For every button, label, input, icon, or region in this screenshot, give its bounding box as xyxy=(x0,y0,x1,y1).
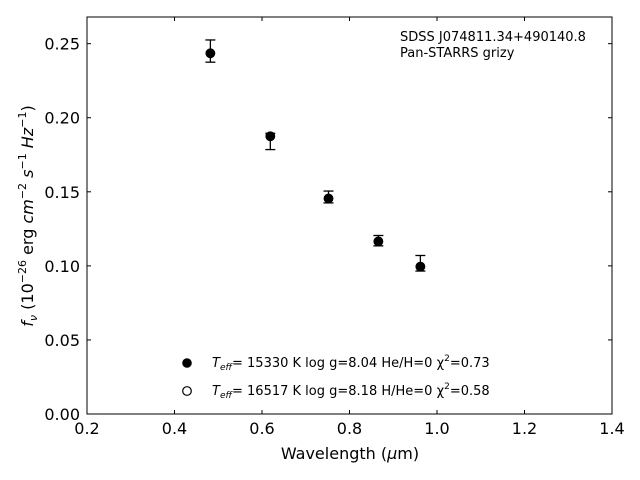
legend-label-1: Teff= 15330 K log g=8.04 He/H=0 χ2=0.73 xyxy=(212,354,490,373)
x-tick-label: 0.8 xyxy=(337,419,362,438)
legend-label-2: Teff= 16517 K log g=8.18 H/He=0 χ2=0.58 xyxy=(212,382,490,401)
y-tick-label: 0.10 xyxy=(44,257,80,276)
model-point-filled xyxy=(265,131,276,142)
y-tick-label: 0.20 xyxy=(44,109,80,128)
annotation-line-2: Pan-STARRS grizy xyxy=(400,46,515,61)
y-tick-label: 0.00 xyxy=(44,405,80,424)
y-tick-label: 0.15 xyxy=(44,183,80,202)
y-tick-label: 0.25 xyxy=(44,35,80,54)
x-tick-label: 0.4 xyxy=(162,419,187,438)
x-tick-label: 1.4 xyxy=(599,419,624,438)
data-series xyxy=(205,39,426,272)
y-axis-label: fν (10−26 erg cm−2 s−1 Hz−1) xyxy=(16,105,40,326)
model-point-filled xyxy=(415,261,426,272)
legend: Teff= 15330 K log g=8.04 He/H=0 χ2=0.73 … xyxy=(182,354,490,401)
y-tick-label: 0.05 xyxy=(44,331,80,350)
model-point-filled xyxy=(323,193,334,204)
x-tick-label: 1.2 xyxy=(512,419,537,438)
x-tick-label: 1.0 xyxy=(424,419,449,438)
model-point-filled xyxy=(205,48,216,59)
x-axis-label: Wavelength (μm) xyxy=(281,444,419,463)
y-axis: 0.00 0.05 0.10 0.15 0.20 0.25 xyxy=(44,35,612,424)
x-tick-label: 0.6 xyxy=(249,419,274,438)
plot-area xyxy=(86,16,613,415)
legend-marker-filled xyxy=(182,358,192,368)
legend-marker-open xyxy=(182,386,192,396)
x-axis: 0.2 0.4 0.6 0.8 1.0 1.2 1.4 xyxy=(74,17,625,438)
annotation-line-1: SDSS J074811.34+490140.8 xyxy=(400,30,586,45)
model-point-filled xyxy=(373,236,384,247)
x-tick-label: 0.2 xyxy=(74,419,99,438)
